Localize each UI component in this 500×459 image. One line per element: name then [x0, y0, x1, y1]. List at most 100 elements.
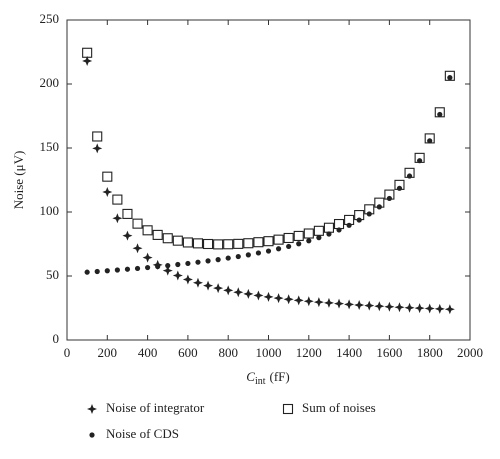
square-marker: [132, 218, 143, 229]
square-marker: [273, 234, 284, 245]
dot-marker: [235, 253, 241, 260]
x-tick-label: 1800: [417, 345, 443, 360]
square-marker: [213, 239, 224, 250]
square-marker: [223, 239, 234, 250]
star-marker: [87, 404, 97, 414]
dot-marker: [366, 211, 372, 217]
x-tick-label: 0: [64, 345, 71, 360]
legend-label: Noise of integrator: [106, 400, 205, 415]
dot-marker: [396, 185, 403, 191]
dot-marker: [124, 266, 131, 272]
legend-label: Sum of noises: [302, 400, 376, 415]
star-marker: [223, 285, 234, 296]
dot-marker: [134, 265, 141, 272]
dot-marker: [205, 258, 211, 264]
y-tick-label: 200: [40, 75, 60, 90]
dot-marker: [155, 263, 161, 270]
x-tick-label: 1000: [256, 345, 282, 360]
square-marker: [283, 232, 294, 244]
dot-marker: [406, 173, 413, 179]
dot-marker: [104, 268, 110, 274]
square-marker: [293, 230, 304, 241]
square-marker: [233, 238, 244, 249]
y-tick-label: 100: [40, 203, 60, 218]
dot-marker: [255, 250, 262, 256]
x-tick-label: 600: [178, 345, 198, 360]
x-label-unit: (fF): [270, 369, 290, 384]
square-marker: [192, 238, 204, 249]
star-marker: [213, 283, 224, 294]
star-marker: [444, 304, 455, 315]
x-tick-label: 200: [98, 345, 118, 360]
star-marker: [82, 55, 93, 66]
dot-marker: [265, 248, 272, 254]
square-marker: [112, 194, 123, 205]
square-marker: [313, 225, 324, 236]
star-marker: [374, 301, 385, 312]
star-marker: [323, 297, 334, 308]
square-marker: [253, 237, 264, 248]
star-marker: [142, 252, 153, 263]
y-axis-label: Noise (μV): [11, 151, 26, 210]
x-label-sub: int: [255, 376, 266, 387]
dot-marker: [356, 217, 362, 223]
star-marker: [182, 274, 193, 285]
dot-marker: [175, 261, 181, 268]
dot-marker: [346, 222, 352, 228]
x-axis-label: Cint (fF): [246, 369, 289, 387]
star-marker: [384, 301, 395, 312]
dot-marker: [427, 138, 433, 144]
square-marker: [323, 222, 335, 233]
star-marker: [122, 230, 133, 241]
dot-marker: [94, 268, 100, 275]
square-marker: [92, 131, 103, 142]
square-marker: [333, 218, 345, 230]
dot-marker: [114, 267, 120, 273]
dot-marker: [215, 257, 221, 263]
star-marker: [344, 299, 355, 310]
x-tick-label: 1400: [336, 345, 362, 360]
x-tick-label: 800: [218, 345, 238, 360]
square-marker: [102, 171, 113, 182]
square-marker: [182, 237, 193, 248]
star-marker: [434, 303, 445, 314]
square-marker: [282, 403, 294, 415]
dot-marker: [286, 243, 292, 250]
star-marker: [313, 297, 324, 308]
star-marker: [253, 290, 264, 301]
square-marker: [142, 225, 153, 236]
dot-marker: [386, 195, 392, 202]
dot-marker: [336, 227, 342, 233]
dot-marker: [296, 241, 302, 247]
x-tick-label: 400: [138, 345, 158, 360]
star-marker: [132, 243, 143, 254]
star-marker: [172, 270, 183, 281]
square-marker: [162, 233, 173, 244]
star-marker: [334, 298, 345, 309]
star-marker: [263, 291, 274, 302]
y-tick-label: 250: [40, 11, 60, 26]
dot-marker: [326, 231, 332, 237]
star-marker: [273, 293, 284, 304]
star-marker: [293, 295, 304, 306]
y-tick-label: 150: [40, 139, 60, 154]
star-marker: [394, 302, 405, 313]
dot-marker: [447, 75, 453, 81]
dot-marker: [225, 255, 231, 261]
square-marker: [172, 235, 183, 246]
x-label-main: C: [246, 369, 255, 384]
dot-marker: [417, 158, 423, 164]
dot-marker: [437, 111, 443, 118]
star-marker: [424, 303, 435, 314]
star-marker: [303, 296, 314, 307]
square-marker: [122, 208, 133, 219]
x-tick-label: 1200: [296, 345, 322, 360]
dot-marker: [306, 238, 312, 244]
star-marker: [192, 277, 203, 288]
dot-marker: [145, 264, 151, 271]
x-tick-label: 2000: [457, 345, 483, 360]
square-marker: [243, 238, 254, 249]
dot-marker: [185, 260, 191, 267]
star-marker: [404, 302, 415, 313]
square-marker: [152, 229, 163, 240]
